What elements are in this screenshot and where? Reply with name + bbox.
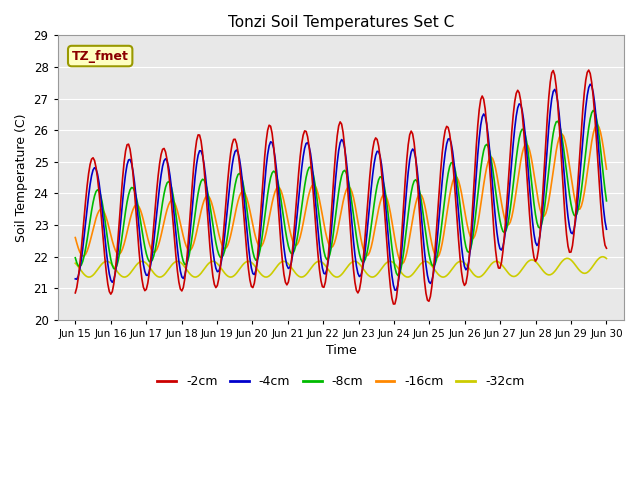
- Title: Tonzi Soil Temperatures Set C: Tonzi Soil Temperatures Set C: [228, 15, 454, 30]
- Text: TZ_fmet: TZ_fmet: [72, 49, 129, 62]
- Y-axis label: Soil Temperature (C): Soil Temperature (C): [15, 113, 28, 242]
- X-axis label: Time: Time: [326, 344, 356, 357]
- Legend: -2cm, -4cm, -8cm, -16cm, -32cm: -2cm, -4cm, -8cm, -16cm, -32cm: [152, 370, 529, 393]
